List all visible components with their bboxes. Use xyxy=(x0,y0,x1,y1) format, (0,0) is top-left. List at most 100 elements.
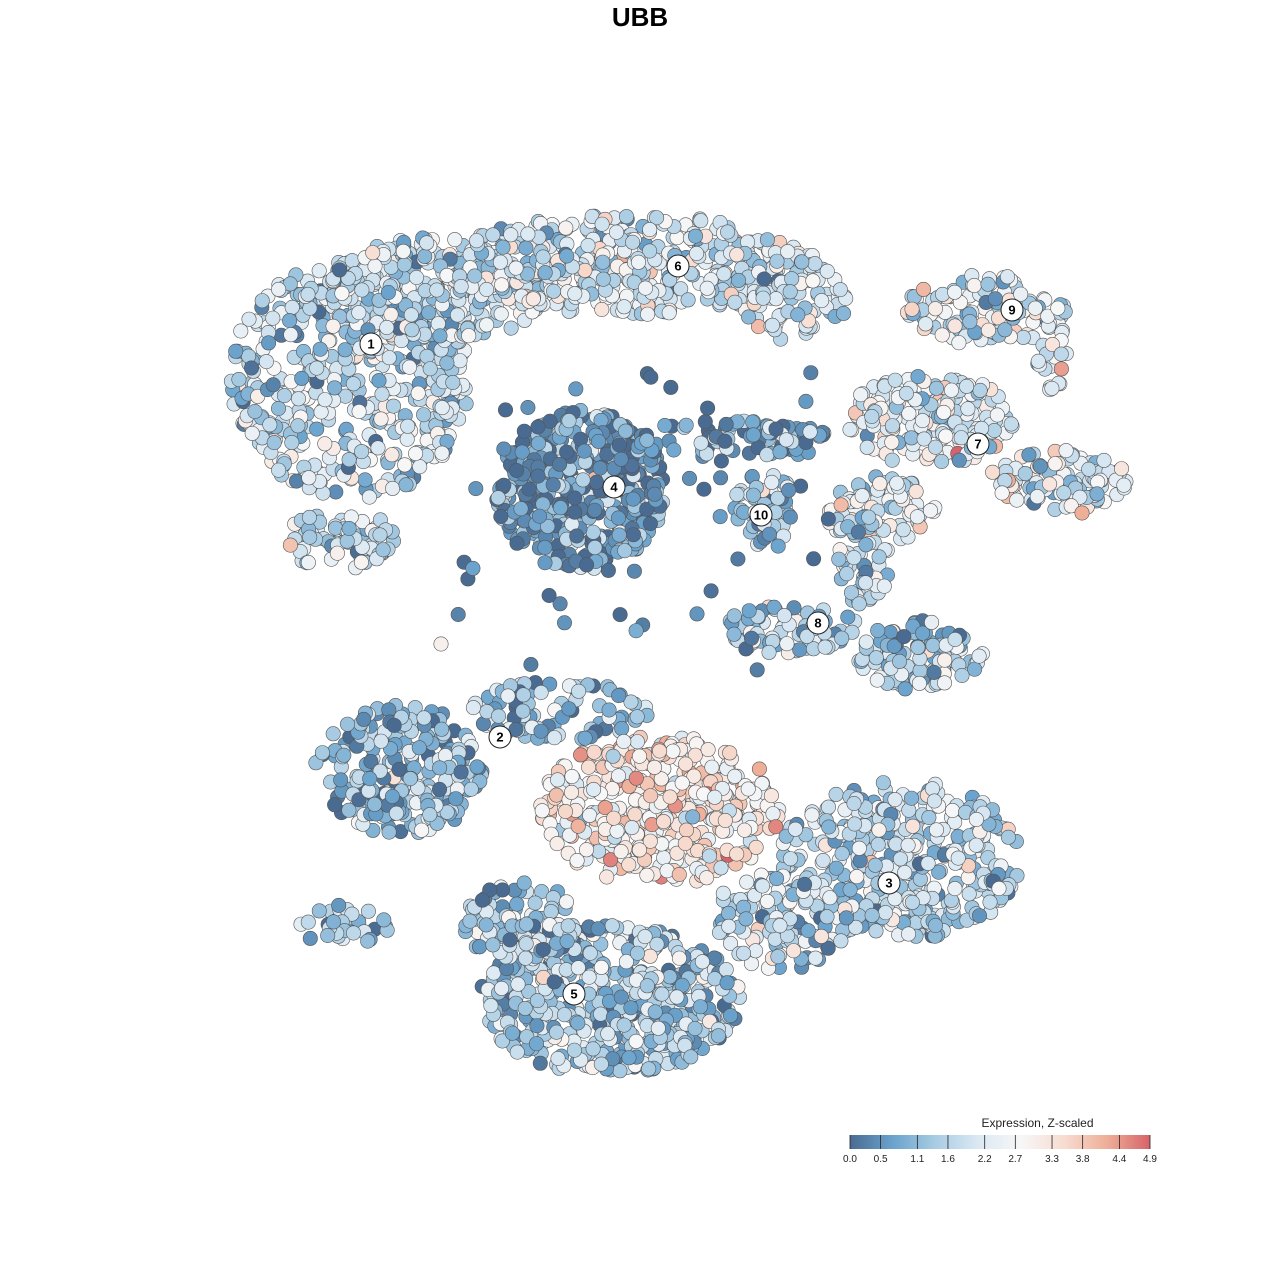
cell-point xyxy=(548,787,564,803)
cell-point xyxy=(587,502,603,518)
cell-point xyxy=(770,949,786,965)
cell-point xyxy=(834,846,850,862)
cell-point xyxy=(606,810,622,826)
cell-point xyxy=(745,414,761,430)
cell-point xyxy=(556,1007,572,1023)
cell-point xyxy=(516,423,532,439)
cell-point xyxy=(462,913,478,929)
cell-point xyxy=(712,509,728,525)
cell-point xyxy=(713,453,729,469)
cell-point xyxy=(937,652,953,668)
cell-point xyxy=(741,309,757,325)
cell-point xyxy=(516,875,532,891)
cell-point xyxy=(360,903,376,919)
cell-point xyxy=(1047,456,1063,472)
cell-point xyxy=(798,393,814,409)
cell-point xyxy=(943,382,959,398)
cell-point xyxy=(947,284,963,300)
cell-point xyxy=(764,317,780,333)
cell-point xyxy=(329,545,345,561)
cell-point xyxy=(847,816,863,832)
cell-point xyxy=(434,400,450,416)
legend-tick-label: 2.7 xyxy=(1008,1154,1022,1165)
cell-point xyxy=(478,917,494,933)
cell-point xyxy=(569,528,585,544)
cell-point xyxy=(625,527,641,543)
cell-point xyxy=(493,508,509,524)
cluster-label-text: 8 xyxy=(814,616,821,631)
cell-point xyxy=(518,240,534,256)
cell-point xyxy=(548,1024,564,1040)
cell-point xyxy=(759,447,775,463)
cell-point xyxy=(494,277,510,293)
cell-point xyxy=(759,893,775,909)
cell-point xyxy=(910,369,926,385)
cell-point xyxy=(950,850,966,866)
cell-point xyxy=(871,822,887,838)
cell-point xyxy=(262,417,278,433)
cell-point xyxy=(282,537,298,553)
cell-point xyxy=(317,436,333,452)
cell-point xyxy=(749,662,765,678)
cell-point xyxy=(1032,458,1048,474)
cell-point xyxy=(616,299,632,315)
cell-point xyxy=(241,311,257,327)
cell-point xyxy=(927,917,943,933)
cell-point xyxy=(868,923,884,939)
legend-title: Expression, Z-scaled xyxy=(981,1116,1093,1130)
cell-point xyxy=(531,508,547,524)
cell-point xyxy=(360,933,376,949)
cell-point xyxy=(576,443,592,459)
cell-point xyxy=(699,870,715,886)
cell-point xyxy=(864,408,880,424)
cell-point xyxy=(468,481,484,497)
cell-point xyxy=(938,428,954,444)
cell-point xyxy=(594,301,610,317)
cell-point xyxy=(568,381,584,397)
cell-point xyxy=(533,723,549,739)
cell-point xyxy=(715,885,731,901)
cell-point xyxy=(624,820,640,836)
cell-point xyxy=(637,929,653,945)
cell-point xyxy=(630,254,646,270)
cell-point xyxy=(567,504,583,520)
cell-point xyxy=(851,596,867,612)
cell-point xyxy=(518,950,534,966)
cell-point xyxy=(373,411,389,427)
cell-point xyxy=(967,661,983,677)
cell-point xyxy=(867,857,883,873)
cell-point xyxy=(290,418,306,434)
cell-point xyxy=(817,639,833,655)
legend-tick-label: 0.5 xyxy=(874,1154,888,1165)
cell-point xyxy=(666,442,682,458)
cell-point xyxy=(900,926,916,942)
cell-point xyxy=(421,305,437,321)
cell-point xyxy=(416,407,432,423)
cell-point xyxy=(804,807,820,823)
legend-tick-label: 2.2 xyxy=(978,1154,992,1165)
cell-point xyxy=(601,702,617,718)
cell-point xyxy=(985,464,1001,480)
cell-point xyxy=(858,575,874,591)
cell-point xyxy=(994,485,1010,501)
cell-point xyxy=(381,824,397,840)
cell-point xyxy=(897,681,913,697)
cell-point xyxy=(546,283,562,299)
cell-point xyxy=(765,806,781,822)
cell-point xyxy=(509,1044,525,1060)
cell-point xyxy=(821,819,837,835)
cell-point xyxy=(819,909,835,925)
cell-point xyxy=(558,220,574,236)
cell-point xyxy=(961,886,977,902)
cell-point xyxy=(618,423,634,439)
cell-point xyxy=(367,796,383,812)
cell-point xyxy=(546,974,562,990)
cell-point xyxy=(999,269,1015,285)
cell-point xyxy=(616,733,632,749)
cell-point xyxy=(312,341,328,357)
cell-point xyxy=(729,846,745,862)
cell-point xyxy=(718,416,734,432)
cell-point xyxy=(472,939,488,955)
cell-point xyxy=(401,359,417,375)
cell-point xyxy=(552,500,568,516)
